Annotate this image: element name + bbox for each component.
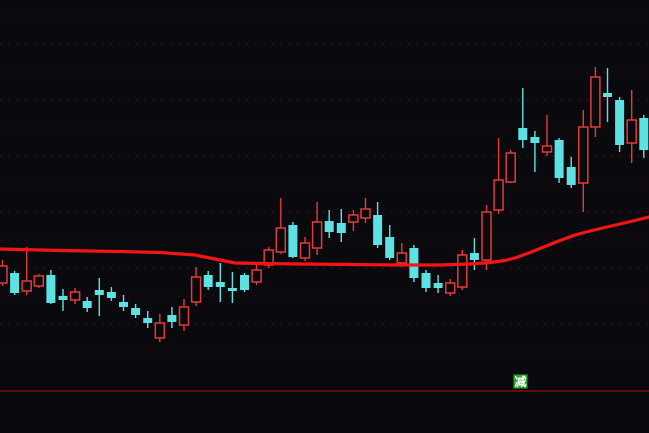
candle-down (215, 263, 225, 302)
candle-up (493, 138, 504, 214)
candle-down (94, 278, 104, 316)
candle-up (178, 299, 190, 331)
candle-down (119, 295, 128, 311)
candle-down (603, 68, 612, 122)
reduce-marker-badge: 减 (513, 374, 528, 389)
candle-down (131, 304, 141, 318)
candle-down (10, 271, 20, 295)
candle-up (590, 67, 601, 137)
candle-down (106, 287, 116, 301)
candle-up (69, 288, 81, 304)
candle-up (396, 243, 408, 267)
candle-up (481, 205, 492, 270)
candle-down (615, 97, 625, 152)
candle-down (566, 157, 576, 188)
candle-up (275, 198, 287, 254)
candle-up (311, 202, 323, 255)
candle-down (336, 209, 346, 242)
candle-down (203, 271, 213, 290)
candle-down (324, 210, 334, 238)
candle-up (360, 198, 371, 223)
candle-up (444, 279, 456, 296)
gridlines (0, 15, 649, 353)
candle-down (530, 131, 540, 172)
candle-up (154, 314, 166, 342)
candle-up (541, 115, 553, 156)
candle-up (505, 150, 516, 183)
candle-down (554, 138, 564, 183)
candles (0, 67, 649, 342)
candle-up (299, 237, 311, 261)
candle-down (518, 88, 528, 148)
candle-down (167, 307, 177, 328)
candle-up (457, 250, 468, 290)
candle-up (190, 267, 202, 306)
candle-down (433, 275, 443, 293)
panel-separator-line (0, 390, 649, 392)
candle-up (33, 274, 45, 288)
candle-down (58, 289, 68, 311)
candle-down (240, 273, 249, 292)
candle-down (82, 297, 92, 312)
candle-down (421, 270, 431, 292)
candle-up (626, 90, 637, 163)
candle-up (21, 247, 32, 295)
candle-down (227, 272, 237, 303)
candle-up (578, 110, 589, 212)
candle-up (0, 260, 8, 286)
candle-down (639, 115, 649, 158)
candle-down (373, 202, 383, 248)
candle-down (385, 225, 395, 260)
ma-line (0, 215, 649, 267)
candle-down (46, 270, 56, 304)
candle-down (288, 222, 298, 258)
candle-down (143, 311, 153, 328)
candle-up (251, 265, 262, 285)
candle-up (348, 210, 359, 231)
